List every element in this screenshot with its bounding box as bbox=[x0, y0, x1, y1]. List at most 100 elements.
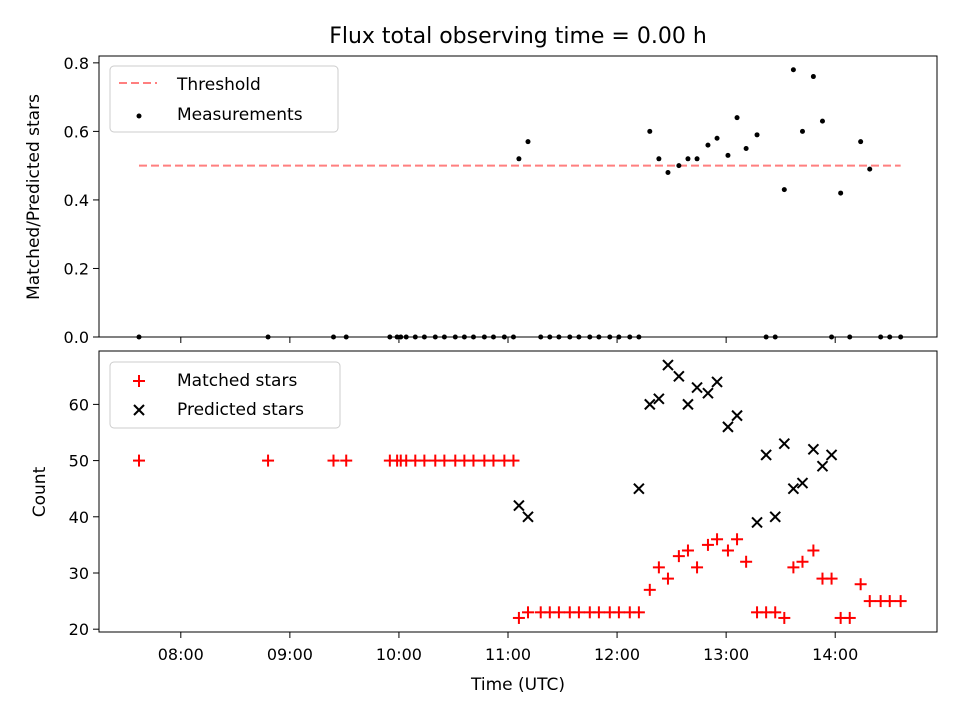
legend-threshold-label: Threshold bbox=[176, 75, 261, 95]
measurement-point bbox=[656, 156, 662, 162]
predicted-star-point bbox=[722, 421, 734, 433]
top-legend-box bbox=[109, 65, 339, 133]
matched-star-point bbox=[769, 606, 782, 619]
matched-star-point bbox=[438, 454, 451, 467]
x-tick-label: 09:00 bbox=[267, 645, 313, 664]
matched-star-point bbox=[592, 606, 605, 619]
legend-matched-label: Matched stars bbox=[177, 371, 297, 391]
predicted-star-point bbox=[673, 370, 685, 382]
bottom-y-tick-label: 60 bbox=[69, 395, 89, 414]
predicted-star-point bbox=[522, 511, 534, 523]
matched-star-point bbox=[652, 561, 665, 574]
chart-title: Flux total observing time = 0.00 h bbox=[329, 24, 707, 49]
matched-star-point bbox=[643, 583, 656, 596]
matched-star-point bbox=[787, 561, 800, 574]
matched-star-point bbox=[681, 544, 694, 557]
matched-star-point bbox=[740, 555, 753, 568]
matched-star-point bbox=[661, 572, 674, 585]
matched-star-point bbox=[487, 454, 500, 467]
legend-matched-swatch bbox=[133, 375, 145, 387]
measurement-point bbox=[714, 135, 720, 141]
predicted-star-point bbox=[513, 499, 525, 512]
matched-star-point bbox=[572, 606, 585, 619]
predicted-star-point bbox=[769, 511, 781, 523]
bottom-y-tick-label: 20 bbox=[69, 620, 89, 639]
top-y-tick-label: 0.4 bbox=[64, 191, 89, 210]
measurement-point bbox=[858, 139, 864, 145]
matched-star-point bbox=[512, 611, 525, 624]
matched-star-point bbox=[843, 611, 856, 624]
measurement-point bbox=[754, 132, 760, 138]
matched-star-point bbox=[612, 606, 625, 619]
predicted-star-point bbox=[653, 393, 665, 405]
predicted-star-point bbox=[633, 482, 645, 495]
measurement-point bbox=[525, 139, 531, 145]
legend-predicted-swatch bbox=[133, 404, 145, 416]
predicted-star-point bbox=[711, 376, 723, 388]
bottom-plot-area bbox=[132, 359, 907, 624]
legend-measurements-label: Measurements bbox=[177, 105, 303, 125]
predicted-star-point bbox=[662, 359, 674, 371]
matched-star-point bbox=[711, 533, 724, 546]
measurement-point bbox=[676, 163, 682, 169]
matched-star-point bbox=[507, 454, 520, 467]
predicted-star-point bbox=[807, 443, 820, 456]
top-panel: 0.00.20.40.60.8 Matched/Predicted stars … bbox=[24, 54, 938, 347]
top-y-tick-label: 0.8 bbox=[64, 54, 89, 73]
measurement-point bbox=[867, 166, 873, 172]
matched-star-point bbox=[701, 538, 714, 551]
measurement-point bbox=[665, 170, 671, 176]
matched-star-point bbox=[796, 555, 809, 568]
measurement-point bbox=[799, 128, 805, 134]
bottom-legend: Matched stars Predicted stars bbox=[109, 361, 341, 429]
top-plot-area bbox=[136, 67, 904, 340]
matched-star-point bbox=[721, 544, 734, 557]
predicted-star-point bbox=[682, 398, 694, 411]
matched-star-point bbox=[340, 454, 353, 467]
predicted-star-point bbox=[644, 398, 656, 411]
top-y-axis-label: Matched/Predicted stars bbox=[24, 94, 44, 300]
bottom-y-tick-label: 40 bbox=[69, 508, 89, 527]
top-y-tick-label: 0.6 bbox=[64, 122, 89, 141]
predicted-star-point bbox=[778, 438, 791, 450]
measurement-point bbox=[516, 156, 522, 162]
matched-star-point bbox=[807, 544, 820, 557]
predicted-star-point bbox=[751, 516, 763, 529]
measurement-point bbox=[781, 187, 787, 193]
legend-predicted-label: Predicted stars bbox=[177, 400, 304, 420]
matched-star-point bbox=[691, 561, 704, 574]
matched-star-point bbox=[262, 454, 275, 467]
x-tick-label: 08:00 bbox=[158, 645, 204, 664]
matched-star-point bbox=[672, 550, 685, 563]
bottom-y-axis-label: Count bbox=[30, 466, 50, 517]
matched-star-point bbox=[132, 454, 145, 467]
x-tick-label: 13:00 bbox=[703, 645, 749, 664]
bottom-panel: 20 30 40 50 60 08:00 09:00 10:00 11:00 12:00 13:0… bbox=[30, 350, 938, 695]
bottom-y-tick-label: 50 bbox=[69, 452, 89, 471]
measurement-point bbox=[810, 74, 816, 80]
matched-star-point bbox=[327, 454, 340, 467]
predicted-star-point bbox=[796, 477, 809, 489]
predicted-star-point bbox=[702, 387, 714, 399]
legend-measurements-swatch bbox=[136, 113, 142, 119]
measurement-point bbox=[790, 67, 796, 73]
measurement-point bbox=[685, 156, 691, 162]
bottom-y-ticks: 20 30 40 50 60 bbox=[69, 395, 99, 639]
measurement-point bbox=[743, 146, 749, 152]
top-y-tick-label: 0.0 bbox=[64, 328, 89, 347]
matched-star-point bbox=[825, 572, 838, 585]
matched-star-point bbox=[854, 578, 867, 591]
matched-star-point bbox=[552, 606, 565, 619]
measurement-point bbox=[734, 115, 740, 121]
predicted-star-point bbox=[816, 460, 829, 472]
top-axes-frame bbox=[98, 55, 938, 338]
measurement-point bbox=[838, 190, 844, 196]
measurement-point bbox=[705, 142, 711, 148]
top-legend: Threshold Measurements bbox=[109, 65, 339, 133]
matched-star-point bbox=[418, 454, 431, 467]
measurement-point bbox=[725, 152, 731, 158]
bottom-y-tick-label: 30 bbox=[69, 564, 89, 583]
top-y-tick-label: 0.2 bbox=[64, 259, 89, 278]
top-y-ticks: 0.0 0.2 0.4 0.6 0.8 bbox=[64, 54, 99, 347]
